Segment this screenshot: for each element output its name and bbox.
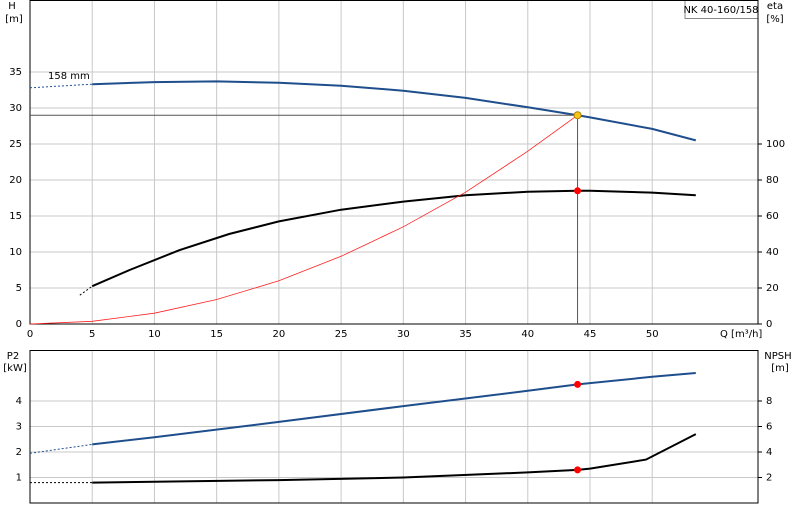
y2-axis-label: NPSH [764,351,791,362]
x-tick-label: 0 [27,329,33,340]
curve [91,189,696,288]
y2-tick-label: 100 [766,139,785,150]
x-tick-label: 35 [459,329,472,340]
y-tick-label: 4 [16,396,22,407]
x-axis-label: Q [m³/h] [720,329,762,340]
curve [29,114,578,325]
y2-axis-label: eta [767,1,783,12]
y-tick-label: 5 [16,283,22,294]
curve [92,80,697,142]
x-tick-label: 20 [273,329,286,340]
y2-tick-label: 40 [766,247,779,258]
extrapolated-curve [79,285,93,296]
curve-label: 158 mm [48,71,90,82]
y-tick-label: 30 [9,103,22,114]
y2-tick-label: 6 [766,422,772,433]
y-tick-label: 35 [9,67,22,78]
y-tick-label: 15 [9,211,22,222]
operating-point [574,380,582,388]
x-tick-label: 15 [210,329,223,340]
plot-frame [29,0,759,325]
y2-tick-label: 0 [766,319,772,330]
y-tick-label: 2 [16,447,22,458]
x-tick-label: 5 [89,329,95,340]
y2-axis-unit: [m] [771,363,789,374]
y-tick-label: 10 [9,247,22,258]
y2-tick-label: 60 [766,211,779,222]
y-tick-label: 3 [16,422,22,433]
y-tick-label: 0 [16,319,22,330]
y-axis-unit: [m] [5,14,23,25]
x-tick-label: 50 [646,329,659,340]
y-tick-label: 20 [9,175,22,186]
x-tick-label: 30 [397,329,410,340]
x-tick-label: 45 [584,329,597,340]
y2-tick-label: 2 [766,473,772,484]
operating-point [574,187,582,195]
y-axis-unit: [kW] [3,363,27,374]
y2-tick-label: 4 [766,447,772,458]
y-tick-label: 25 [9,139,22,150]
x-tick-label: 10 [148,329,161,340]
extrapolated-curve [29,443,93,454]
chart-title: NK 40-160/158 [683,5,758,16]
operating-point [574,466,582,474]
x-tick-label: 25 [335,329,348,340]
y-axis-label: H [8,1,16,12]
y2-tick-label: 8 [766,396,772,407]
y-axis-label: P2 [7,351,19,362]
y2-tick-label: 20 [766,283,779,294]
y2-tick-label: 80 [766,175,779,186]
y2-axis-unit: [%] [766,14,783,25]
plot-frame [29,350,759,504]
curve [92,433,697,484]
y-tick-label: 1 [16,473,22,484]
curve [92,372,696,446]
operating-point [573,111,582,120]
x-tick-label: 40 [521,329,534,340]
